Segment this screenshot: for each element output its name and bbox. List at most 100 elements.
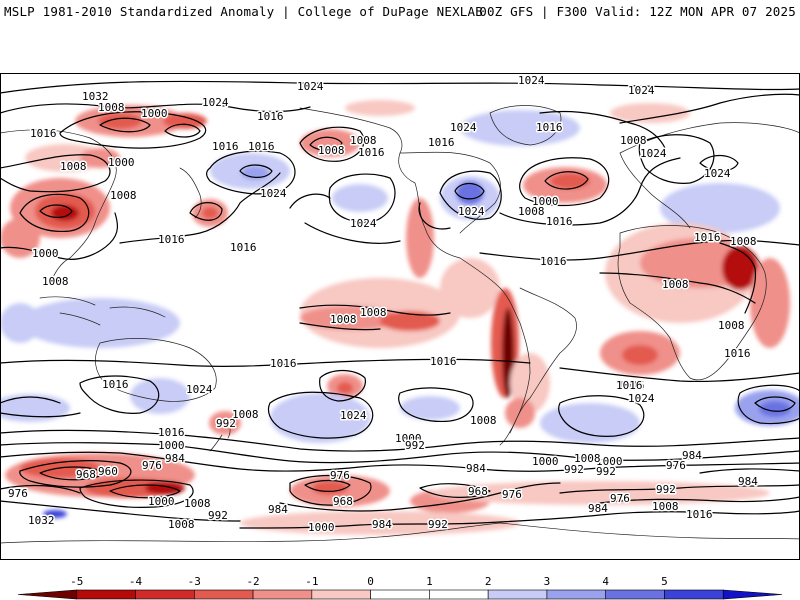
colorbar-tick-label: 0 [367, 575, 374, 588]
isobar-label-976-so1: 976 [142, 459, 162, 472]
isobar-label-1000-so2: 1000 [148, 495, 175, 508]
colorbar-segment [311, 589, 371, 600]
isobar-label-992-so7: 992 [656, 483, 676, 496]
isobar-label-1000-india: 1000 [32, 247, 59, 260]
colorbar-segment [194, 589, 254, 600]
isobar-label-992-so6: 992 [596, 465, 616, 478]
isobar-line [304, 479, 351, 492]
isobar-label-1032-siberia: 1032 [82, 90, 109, 103]
isobar-label-1008-kamchatka: 1008 [318, 144, 345, 157]
coastline-indonesia [39, 296, 166, 326]
coastline-north-america-east [399, 151, 501, 234]
isobar-line [0, 80, 800, 94]
isobar-label-968-so3: 968 [333, 495, 353, 508]
isobar-label-1016-so1: 1016 [158, 426, 185, 439]
isobar-line [289, 474, 372, 506]
colorbar-segment [17, 589, 78, 600]
isobar-label-1000-china: 1000 [108, 156, 135, 169]
isobar-line [299, 126, 365, 162]
isobar-label-1000-so4: 1000 [395, 432, 422, 445]
isobar-line [99, 117, 151, 133]
isobar-line [206, 150, 296, 195]
isobar-line [19, 460, 132, 488]
coastline-south-america-east [509, 287, 577, 434]
isobar-line [239, 510, 800, 529]
isobar-label-1000-asia: 1000 [141, 107, 168, 120]
isobar-line [309, 136, 343, 151]
isobar-label-1016-caribbean: 1016 [540, 255, 567, 268]
colorbar-tick-label: 1 [426, 575, 433, 588]
isobar-line [599, 272, 756, 304]
isobar-label-1016-so8: 1016 [686, 508, 713, 521]
isobar-line [319, 369, 366, 402]
colorbar-tick-labels: -5 -4 -3 -2 -1 0 1 2 3 4 5 [70, 575, 668, 588]
colorbar-segment [370, 589, 430, 600]
coastline-greenland [489, 105, 562, 146]
colorbar-segment [76, 589, 136, 600]
isobar-label-1016-alaska: 1016 [30, 127, 57, 140]
isobar-label-1016-satl: 1016 [616, 379, 643, 392]
isobar-line [109, 484, 181, 499]
isobar-line [239, 164, 273, 178]
isobar-label-1008-asia: 1008 [98, 101, 125, 114]
isobar-label-1008-africa2: 1008 [718, 319, 745, 332]
isobar-label-976-so6: 976 [610, 492, 630, 505]
isobar-line [559, 484, 800, 494]
colorbar-segment [722, 589, 783, 600]
isobar-line [539, 110, 666, 149]
colorbar-segment [429, 589, 489, 600]
isobar-line [0, 451, 800, 472]
colorbar-segment [605, 589, 665, 600]
isobar-line [0, 396, 81, 418]
isobar-label-1024-asia: 1024 [202, 96, 229, 109]
isobar-label-976-so7: 976 [666, 459, 686, 472]
isobar-line [479, 239, 800, 261]
isobar-label-1024-pacific: 1024 [260, 187, 287, 200]
coastline-americas [299, 107, 531, 446]
isobar-label-1008-japan: 1008 [350, 134, 377, 147]
isobar-label-1016-japan: 1016 [248, 140, 275, 153]
isobar-line [638, 134, 715, 184]
isobar-label-1024-nepac: 1024 [350, 217, 377, 230]
colorbar-segments [17, 589, 783, 600]
isobar-line [0, 484, 241, 522]
isobar-line [119, 172, 281, 244]
isobar-label-984-so8: 984 [738, 475, 758, 488]
colorbar-segment [664, 589, 724, 600]
isobars [0, 80, 800, 529]
isobar-label-1008-india: 1008 [42, 275, 69, 288]
isobar-label-984-so5: 984 [466, 462, 486, 475]
colorbar: -5 -4 -3 -2 -1 0 1 2 3 4 5 [17, 575, 783, 600]
isobar-line [279, 482, 561, 512]
isobar-label-984-so2: 984 [268, 503, 288, 516]
isobar-line [699, 154, 739, 172]
isobar-label-1008-africa: 1008 [662, 278, 689, 291]
isobar-label-1008-spac2: 1008 [360, 306, 387, 319]
isobar-line [0, 103, 311, 114]
isobar-label-1024-europe: 1024 [628, 84, 655, 97]
isobar-line [754, 396, 796, 412]
isobar-label-1024-natl: 1024 [518, 74, 545, 87]
isobar-label-992-so5: 992 [564, 463, 584, 476]
isobar-label-992-so2: 992 [208, 509, 228, 522]
coastline-japan [179, 167, 202, 219]
colorbar-tick-label: -3 [188, 575, 201, 588]
isobar-label-1008-so6: 1008 [574, 452, 601, 465]
isobar-line [79, 479, 194, 508]
isobar-label-992-nz: 992 [216, 417, 236, 430]
isobar-label-1008-so4: 1008 [470, 414, 497, 427]
isobar-label-1032-so: 1032 [28, 514, 55, 527]
isobar-label-1024-scand: 1024 [640, 147, 667, 160]
isobar-label-1000-so5: 1000 [532, 455, 559, 468]
colorbar-tick-label: 4 [602, 575, 609, 588]
isobar-label-1016-africa: 1016 [694, 231, 721, 244]
coastlines [0, 105, 800, 544]
map-title: MSLP 1981-2010 Standardized Anomaly | Co… [4, 4, 483, 19]
isobar-line [0, 154, 111, 193]
colorbar-segment [135, 589, 195, 600]
isobar-line [189, 202, 223, 221]
isobar-label-1016-sio: 1016 [618, 379, 645, 392]
isobar-line [328, 173, 396, 223]
coastline-antarctica [0, 522, 800, 544]
colorbar-tick-label: 3 [544, 575, 551, 588]
